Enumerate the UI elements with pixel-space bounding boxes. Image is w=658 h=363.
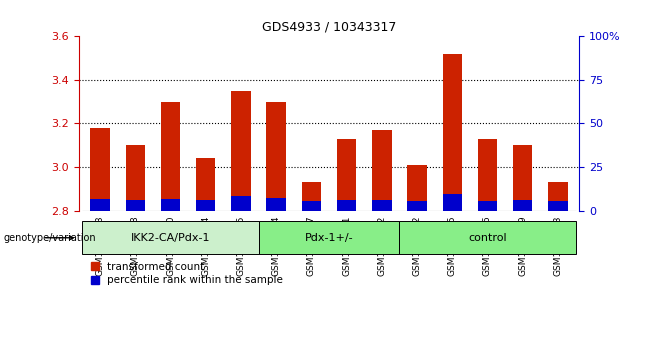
Bar: [196, 158, 215, 211]
Bar: [443, 54, 462, 211]
Bar: [513, 145, 532, 211]
Bar: [407, 201, 427, 211]
Bar: [126, 145, 145, 211]
Text: control: control: [468, 233, 507, 243]
Bar: [513, 200, 532, 211]
Bar: [126, 200, 145, 211]
Bar: [90, 128, 110, 211]
Legend: transformed count, percentile rank within the sample: transformed count, percentile rank withi…: [91, 262, 284, 285]
Bar: [407, 165, 427, 211]
Bar: [443, 194, 462, 211]
Bar: [302, 182, 321, 211]
Text: IKK2-CA/Pdx-1: IKK2-CA/Pdx-1: [131, 233, 211, 243]
Text: genotype/variation: genotype/variation: [3, 233, 96, 243]
Bar: [372, 200, 392, 211]
Bar: [372, 130, 392, 211]
Title: GDS4933 / 10343317: GDS4933 / 10343317: [262, 21, 396, 34]
Bar: [337, 139, 356, 211]
Bar: [548, 182, 568, 211]
Bar: [478, 139, 497, 211]
Bar: [231, 91, 251, 211]
Bar: [478, 201, 497, 211]
Bar: [161, 102, 180, 211]
Bar: [161, 199, 180, 211]
Text: Pdx-1+/-: Pdx-1+/-: [305, 233, 353, 243]
Bar: [266, 198, 286, 211]
Bar: [266, 102, 286, 211]
Bar: [548, 201, 568, 211]
Bar: [231, 196, 251, 211]
Bar: [302, 201, 321, 211]
Bar: [196, 200, 215, 211]
Bar: [90, 199, 110, 211]
Bar: [337, 200, 356, 211]
